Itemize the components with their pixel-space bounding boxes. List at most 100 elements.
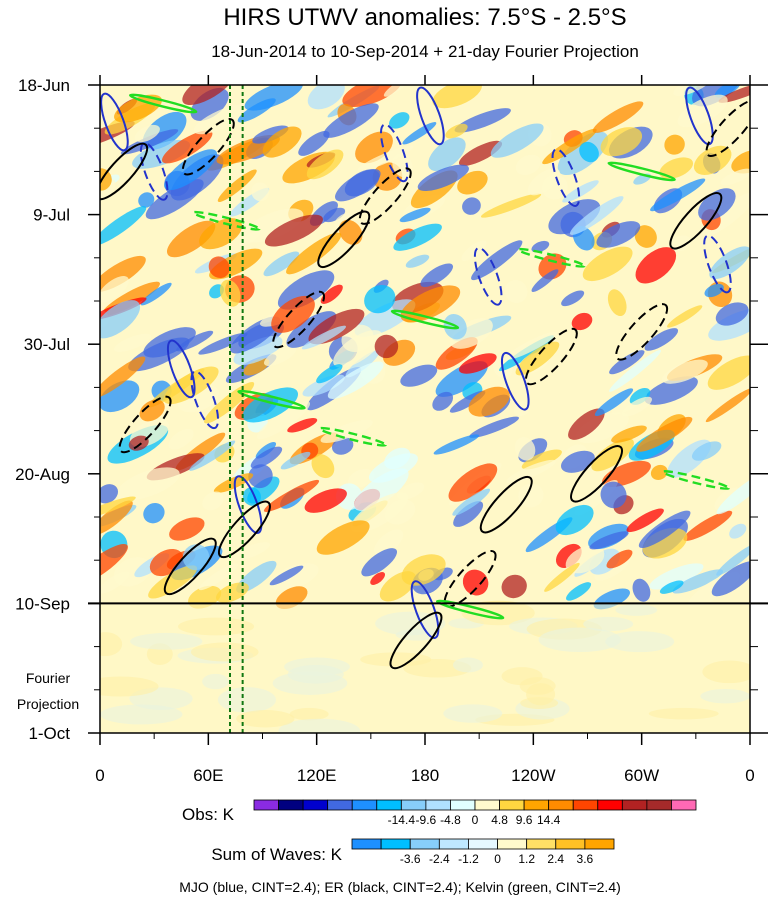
anomaly-cell [361,548,398,577]
x-tick-label: 60W [624,766,659,785]
anomaly-cell [490,123,544,158]
anomaly-cell [219,279,241,307]
x-tick-label: 60E [193,766,223,785]
anomaly-cell [269,565,304,586]
mjo-contour [416,86,445,146]
anomaly-cell [449,318,493,349]
anomaly-cell [383,85,409,97]
anomaly-cell [667,305,703,328]
er-contour [389,611,443,670]
anomaly-cell [354,468,409,511]
anomaly-cell [114,333,152,352]
anomaly-cell [707,355,750,390]
mjo-contour [233,475,263,535]
er-contour [570,445,623,503]
obs-colorbar-label: 14.4 [537,813,561,827]
obs-colorbar-swatch [450,799,476,811]
anomaly-cell [433,434,480,455]
waves-colorbar-swatch [555,838,586,850]
anomaly-cell [531,269,559,292]
anomaly-cell [649,563,704,590]
anomaly-cell [709,246,750,280]
kelvin-contour [128,93,198,114]
kelvin-contour [607,161,676,182]
anomaly-cell [644,328,679,351]
obs-colorbar-swatch [425,799,451,811]
anomaly-cell [405,254,430,268]
obs-colorbar-swatch [597,799,623,811]
anomaly-cell [428,137,466,172]
anomaly-cell [251,182,270,202]
anomaly-cell [544,562,580,592]
kelvin-contour [237,389,306,410]
anomaly-cell [169,517,205,541]
anomaly-cell [670,235,692,252]
anomaly-cell [323,103,379,138]
anomaly-cell [515,341,560,376]
anomaly-cell [364,285,396,314]
obs-colorbar-label: 4.8 [491,813,508,827]
kelvin-contour [661,470,731,490]
anomaly-cell [242,387,299,423]
anomaly-cell [457,170,488,195]
anomaly-cell [432,391,454,411]
anomaly-cell [454,108,511,133]
anomaly-cell [198,332,248,355]
anomaly-cell [316,364,343,384]
anomaly-cell [480,193,542,218]
anomaly-cell [373,529,404,556]
anomaly-cell [504,279,528,304]
anomaly-cell [280,451,311,470]
anomaly-cell [514,437,536,461]
obs-colorbar-swatch [400,799,427,811]
er-contour [163,537,217,596]
anomaly-cell [644,376,698,405]
anomaly-cell [345,350,380,378]
anomaly-cell [452,488,491,516]
anomaly-cell [402,122,437,145]
waves-colorbar-label: 2.4 [547,852,564,866]
anomaly-cell [672,569,724,594]
waves-colorbar: -3.6 -2.4 -1.2 0 1.2 2.4 3.6 [351,838,615,866]
anomaly-cell [139,399,165,422]
anomaly-cell [638,510,691,548]
anomaly-cell [705,388,750,423]
anomaly-cell [596,221,641,248]
anomaly-cell [100,571,130,594]
anomaly-cell [301,325,346,350]
anomaly-cell [471,240,523,281]
obs-colorbar-label: -4.8 [440,813,461,827]
kelvin-contour [517,247,586,268]
anomaly-cell [704,283,724,298]
waves-colorbar-swatch [351,838,382,850]
anomaly-cell [606,549,633,569]
waves-colorbar-swatch [438,838,469,850]
anomaly-cell [331,437,354,455]
anomaly-cell [591,438,634,472]
mjo-contour [100,92,129,152]
waves-colorbar-swatch [526,838,557,850]
anomaly-cell [611,425,647,443]
anomaly-cell [298,130,330,156]
anomaly-cell [100,484,118,504]
x-tick-label: 120W [511,766,555,785]
anomaly-cell [711,561,750,597]
anomaly-cell [389,112,410,129]
anomaly-cell [448,463,498,502]
anomaly-cell [635,247,677,284]
anomaly-cell [140,282,172,306]
anomaly-cell [399,207,431,223]
mjo-contour [703,234,732,294]
y-tick-label: 9-Jul [33,206,70,225]
anomaly-cell [622,396,652,417]
anomaly-cell [592,101,644,133]
mjo-contour [685,86,714,146]
anomaly-cell [420,263,454,288]
anomaly-cell [594,388,634,417]
contour-note: MJO (blue, CINT=2.4); ER (black, CINT=2.… [179,879,621,895]
anomaly-cell [698,188,736,221]
er-contour [705,99,750,157]
waves-colorbar-label: 0 [494,852,501,866]
obs-colorbar-swatch [351,799,378,811]
